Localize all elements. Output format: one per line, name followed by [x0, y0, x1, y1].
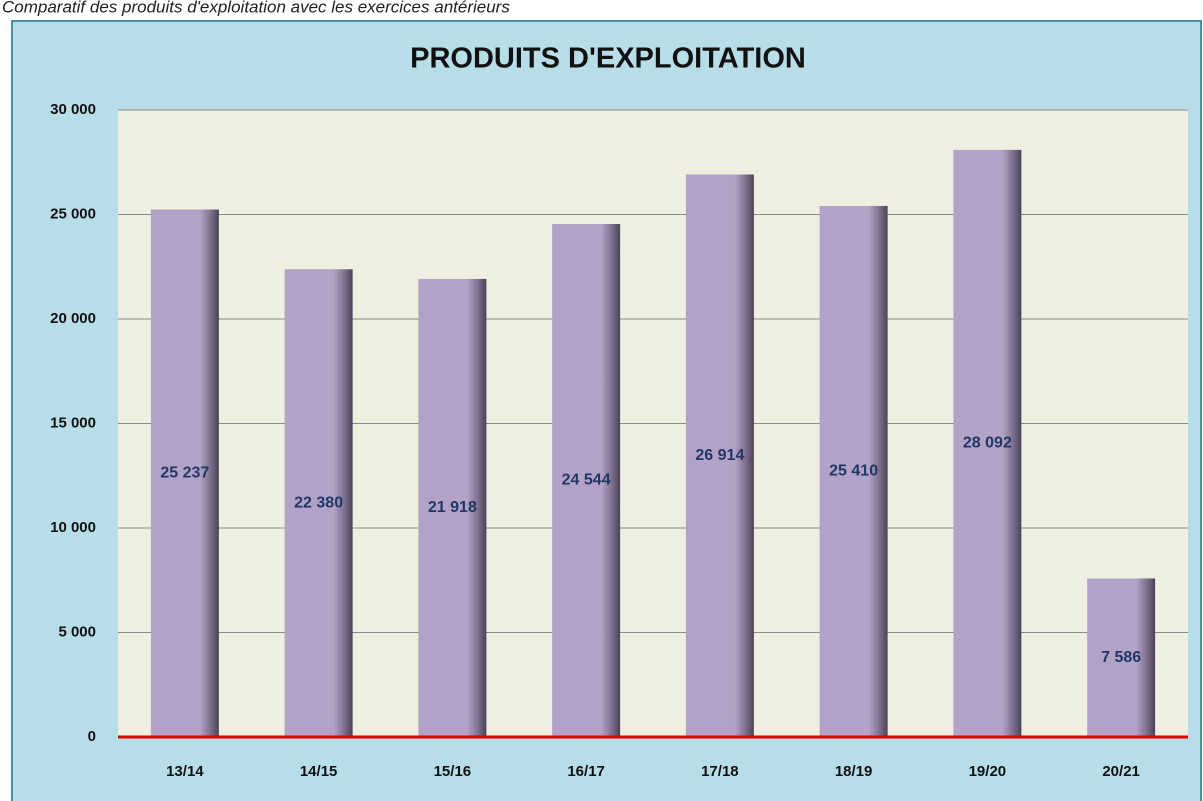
bar	[685, 174, 754, 737]
data-label: 22 380	[294, 494, 343, 511]
y-tick-label: 0	[88, 728, 96, 745]
x-tick-label: 13/14	[166, 763, 204, 780]
caption: Comparatif des produits d'exploitation a…	[2, 0, 510, 16]
y-tick-label: 25 000	[50, 205, 96, 222]
chart-title: PRODUITS D'EXPLOITATION	[410, 43, 806, 75]
data-label: 28 092	[963, 435, 1012, 452]
bar	[150, 209, 219, 738]
bar	[953, 149, 1022, 737]
data-label: 24 544	[562, 472, 611, 489]
x-tick-label: 16/17	[567, 763, 605, 780]
bar	[284, 269, 353, 737]
y-tick-label: 30 000	[50, 101, 96, 118]
x-tick-label: 14/15	[300, 763, 338, 780]
y-tick-label: 15 000	[50, 414, 96, 431]
data-label: 25 410	[829, 463, 878, 480]
x-tick-label: 17/18	[701, 763, 739, 780]
x-tick-label: 19/20	[969, 763, 1007, 780]
y-tick-label: 5 000	[58, 623, 96, 640]
x-tick-label: 18/19	[835, 763, 873, 780]
data-label: 21 918	[428, 499, 477, 516]
y-tick-label: 20 000	[50, 310, 96, 327]
x-tick-label: 20/21	[1102, 763, 1140, 780]
data-label: 25 237	[160, 464, 209, 481]
x-tick-label: 15/16	[434, 763, 472, 780]
data-label: 26 914	[695, 447, 744, 464]
bar	[552, 224, 621, 737]
y-tick-label: 10 000	[50, 519, 96, 536]
bar	[1087, 578, 1156, 737]
bar	[819, 205, 888, 737]
bar	[418, 278, 487, 737]
data-label: 7 586	[1101, 649, 1141, 666]
